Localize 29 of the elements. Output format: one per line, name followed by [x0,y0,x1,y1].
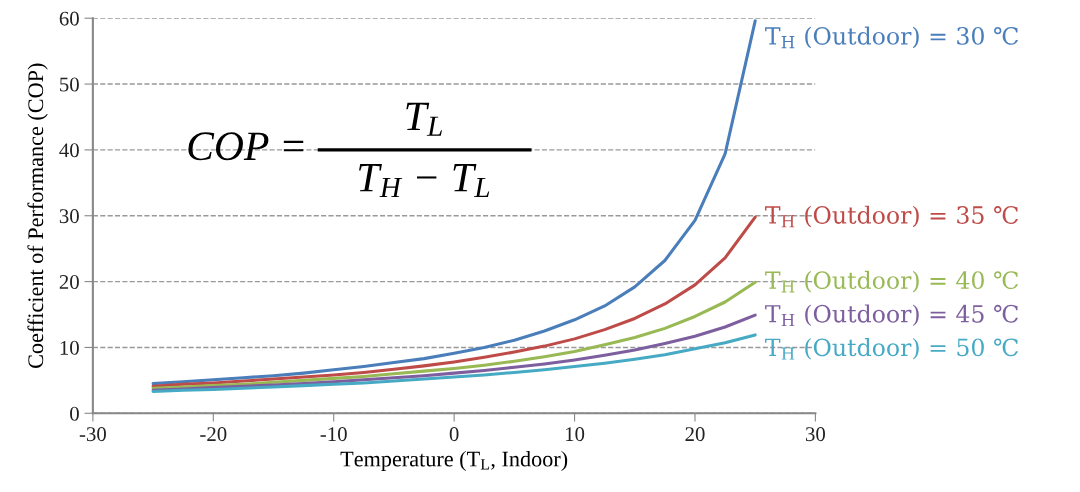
y-tick-label: 50 [60,77,79,92]
y-tick-label: 10 [60,340,79,355]
annotation: T$_{H}$ − T$_{L}$ [359,164,490,198]
annotation: COP = [188,132,304,161]
annotation: T$_{L}$ [406,102,442,136]
y-tick-label: 60 [59,11,79,26]
x-tick-label: 10 [565,427,585,442]
series-label: T$_{H}$ (Outdoor) = 45 ℃ [765,304,1018,327]
y-tick-label: 30 [59,209,79,224]
series-label: T$_{H}$ (Outdoor) = 50 ℃ [765,337,1018,360]
series-label: T$_{H}$ (Outdoor) = 40 ℃ [765,270,1018,293]
line-series [151,280,757,390]
x-tick-label: 20 [685,427,705,442]
line-series [151,215,757,388]
x-tick-label: -10 [320,427,347,442]
line-series [151,19,757,386]
x-tick-label: 0 [449,427,459,442]
x-tick-label: -30 [79,427,106,442]
y-tick-label: 20 [59,274,79,290]
x-tick-label: 30 [805,427,826,442]
line-series [151,313,757,392]
series-label: T$_{H}$ (Outdoor) = 35 ℃ [765,205,1018,228]
line-series [151,333,757,394]
x-axis-title: Temperature (T$_{L}$, Indoor) [340,450,568,472]
series-label: T$_{H}$ (Outdoor) = 30 ℃ [765,26,1018,49]
y-tick-label: 0 [70,406,79,421]
y-tick-label: 40 [59,143,79,158]
x-tick-label: -20 [200,427,227,442]
y-axis-title: Coefficient of Performance (COP) [27,63,48,368]
